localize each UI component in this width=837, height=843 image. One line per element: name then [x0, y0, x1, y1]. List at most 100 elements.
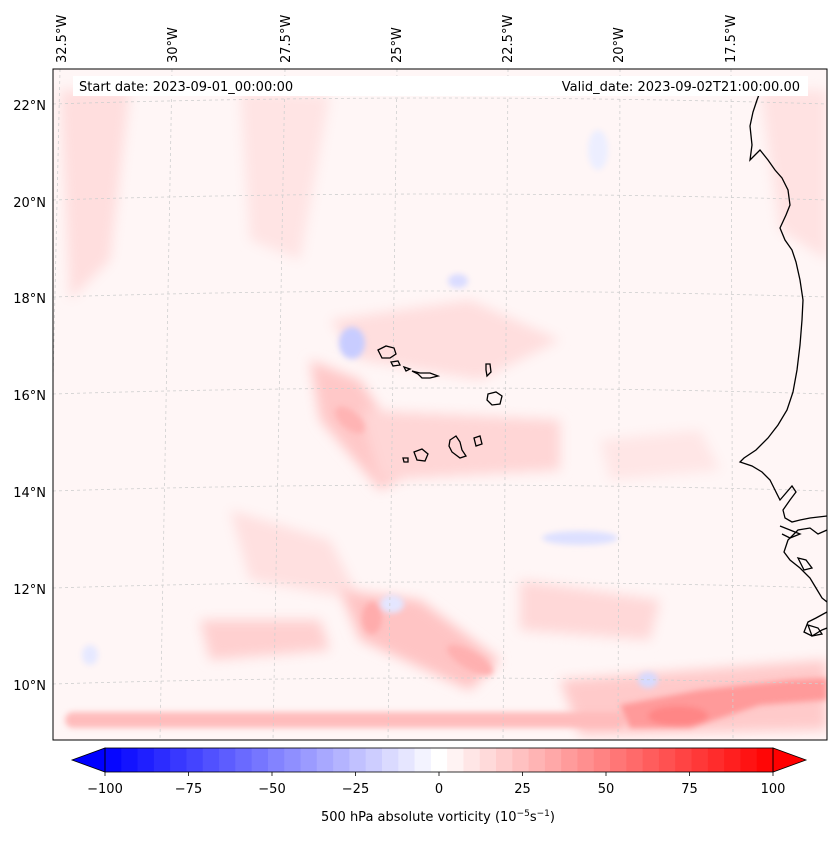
latitude-labels: 22°N 20°N 18°N 16°N 14°N 12°N 10°N: [13, 99, 46, 694]
colorbar-max-extension: [772, 747, 808, 773]
lon-label: 27.5°W: [279, 15, 294, 63]
colorbar-cell: [267, 748, 285, 772]
colorbar-cell: [577, 748, 595, 772]
colorbar-tick-label: 50: [598, 782, 615, 797]
vorticity-positive-core: [447, 644, 493, 676]
lat-gridline: [53, 387, 827, 395]
colorbar-cell: [333, 748, 350, 772]
lon-gridline: [387, 69, 398, 740]
cape-verde-santo-antao: [377, 345, 397, 359]
cape-verde-sao-nicolau: [411, 370, 441, 379]
bijagos-islands: [806, 624, 824, 637]
vorticity-positive-streak: [520, 580, 660, 640]
vorticity-positive-streak: [330, 300, 560, 380]
vorticity-negative-core: [380, 595, 404, 613]
colorbar-cell: [414, 748, 432, 772]
map-panel: Start date: 2023-09-01_00:00:00 Valid_da…: [52, 68, 828, 741]
colorbar-cell: [105, 748, 122, 772]
vorticity-positive-band: [65, 712, 625, 728]
lon-gridline: [159, 69, 173, 740]
valid-date-label: Valid_date: 2023-09-02T21:00:00.00: [562, 80, 800, 95]
colorbar-tick-label: −75: [175, 782, 202, 797]
africa-coastline: [738, 91, 827, 523]
lat-gridline: [53, 484, 827, 492]
lat-gridline: [53, 290, 827, 298]
graticule: [53, 69, 827, 740]
colorbar-cell: [219, 748, 236, 772]
lon-label: 30°W: [166, 27, 181, 63]
colorbar-cell: [756, 748, 774, 772]
vorticity-negative-core: [82, 645, 98, 665]
colorbar-cell: [447, 748, 465, 772]
colorbar-cell: [496, 748, 513, 772]
lon-label: 22.5°W: [501, 15, 516, 63]
colorbar-cell: [707, 748, 725, 772]
colorbar-cell: [300, 748, 318, 772]
cape-verde-boa-vista: [486, 391, 503, 406]
lon-label: 20°W: [612, 27, 627, 63]
lat-label: 12°N: [13, 583, 46, 598]
colorbar-tick-label: 25: [514, 782, 531, 797]
colorbar-cell: [430, 748, 448, 772]
colorbar-cell: [349, 748, 367, 772]
bissau-coast: [796, 557, 814, 571]
lat-gridline: [53, 97, 827, 105]
lon-gridline: [617, 69, 621, 740]
lat-label: 16°N: [13, 389, 46, 404]
colorbar-cell: [284, 748, 302, 772]
cape-verde-santa-luzia: [402, 365, 412, 372]
cape-verde-brava: [402, 457, 409, 463]
cape-verde-santiago: [448, 435, 468, 459]
colorbar-tick-label: 0: [435, 782, 443, 797]
lat-label: 18°N: [13, 292, 46, 307]
colorbar-tick-label: 100: [761, 782, 786, 797]
cape-verde-sao-vicente: [390, 360, 401, 367]
lon-gridline: [272, 69, 286, 740]
date-banner: [73, 76, 808, 96]
coastlines: [377, 91, 827, 637]
vorticity-positive-streak: [360, 410, 560, 480]
colorbar-cell: [251, 748, 269, 772]
colorbar-cell: [170, 748, 188, 772]
lat-label: 14°N: [13, 486, 46, 501]
colorbar-cell: [479, 748, 497, 772]
lon-gridline: [730, 69, 734, 740]
colorbar-cell: [137, 748, 155, 772]
colorbar-title-exp1: −5: [517, 809, 530, 819]
colorbar-ticks: −100 −75 −50 −25 0 25 50 75 100: [87, 772, 785, 797]
vorticity-positive-streak: [200, 620, 330, 660]
vorticity-negative-core: [542, 531, 618, 545]
colorbar-cell: [153, 748, 171, 772]
colorbar-cell: [381, 748, 399, 772]
colorbar-tick-label: −100: [87, 782, 123, 797]
colorbar-cell: [235, 748, 253, 772]
vorticity-positive-streak: [240, 90, 330, 260]
africa-coastline: [783, 527, 827, 603]
gambia-inlet: [779, 525, 802, 539]
vorticity-negative-core: [588, 130, 608, 170]
colorbar-cell: [740, 748, 758, 772]
cape-verde-maio: [473, 435, 483, 447]
colorbar-title-end: ): [550, 810, 555, 825]
cape-verde-sal: [485, 363, 492, 378]
colorbar-cell: [724, 748, 742, 772]
map-frame: [52, 68, 828, 741]
start-date-label: Start date: 2023-09-01_00:00:00: [79, 80, 293, 95]
colorbar-cell: [512, 748, 530, 772]
colorbar-cell: [691, 748, 709, 772]
colorbar-cell: [642, 748, 660, 772]
lat-label: 10°N: [13, 679, 46, 694]
colorbar-cell: [658, 748, 676, 772]
colorbar-cell: [593, 748, 611, 772]
colorbar-min-extension: [70, 747, 106, 773]
colorbar-cell: [121, 748, 139, 772]
colorbar-cell: [316, 748, 334, 772]
colorbar-cell: [561, 748, 579, 772]
colorbar-title: 500 hPa absolute vorticity (10−5s−1): [321, 809, 555, 825]
colorbar-title-exp2: −1: [537, 809, 550, 819]
vorticity-positive-core: [362, 602, 382, 634]
lat-label: 22°N: [13, 99, 46, 114]
colorbar-cell: [365, 748, 383, 772]
colorbar-title-mid: s: [530, 810, 537, 825]
vorticity-positive-streak: [60, 90, 130, 300]
